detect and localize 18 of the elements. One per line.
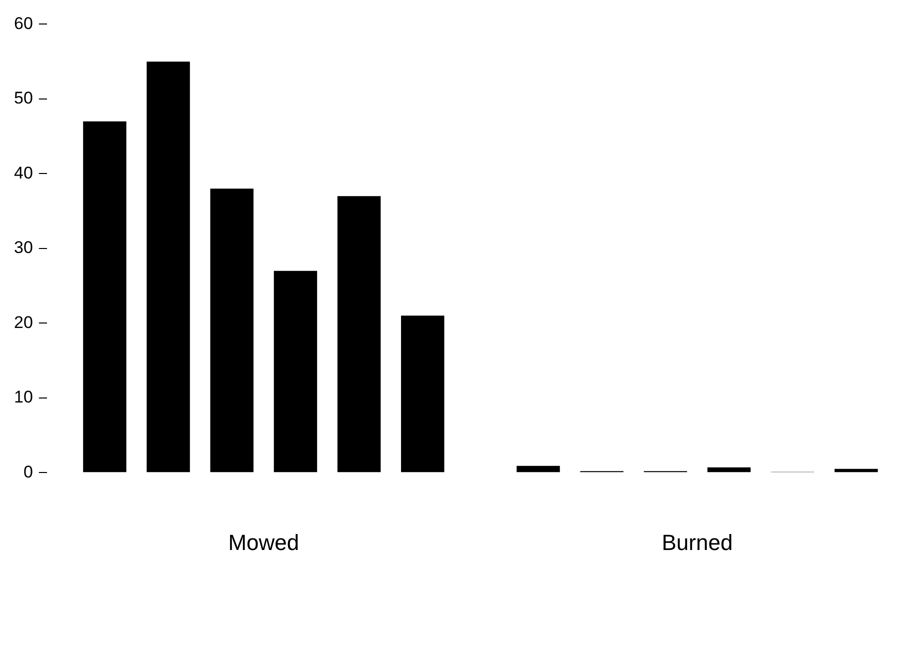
bar <box>146 62 190 472</box>
bar <box>516 466 560 472</box>
y-tick-label: 40 <box>14 163 33 182</box>
y-tick-label: 30 <box>14 238 33 258</box>
x-tick-label: Mowed <box>228 530 300 555</box>
bar <box>274 270 318 472</box>
y-tick-label: 20 <box>14 312 33 332</box>
y-tick-label: 10 <box>14 388 33 407</box>
bar <box>707 467 751 472</box>
bar <box>83 121 126 472</box>
bar <box>834 468 878 472</box>
y-tick-label: 0 <box>23 462 33 482</box>
bar <box>337 196 381 472</box>
y-tick-label: 50 <box>14 88 33 108</box>
x-tick-label: Burned <box>662 530 733 555</box>
bar <box>210 188 254 472</box>
y-tick-label: 60 <box>14 14 33 33</box>
bar <box>401 316 444 472</box>
